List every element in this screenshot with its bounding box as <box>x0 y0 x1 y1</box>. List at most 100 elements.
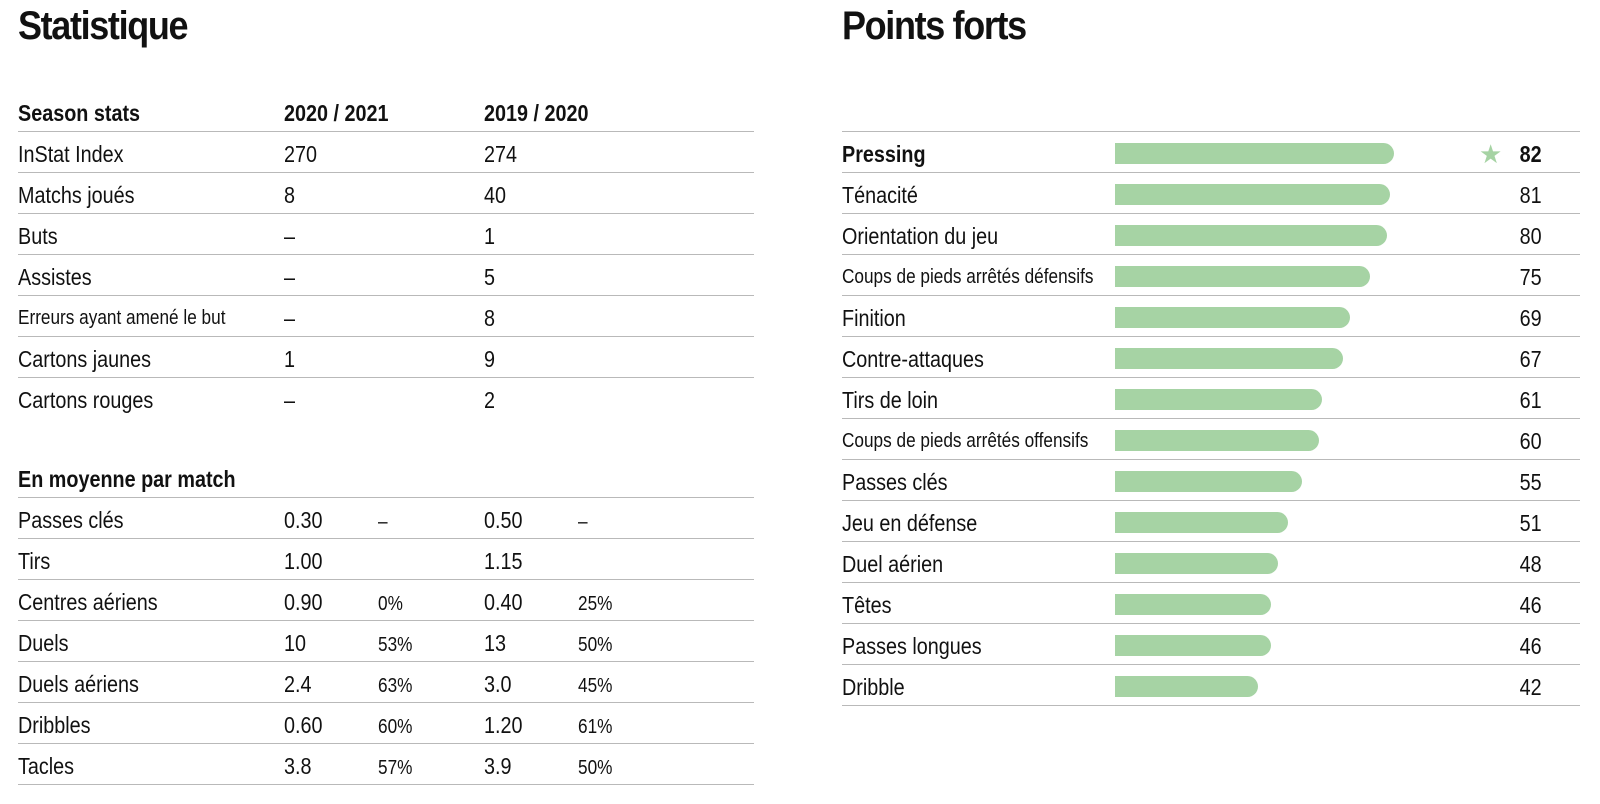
strength-value: 55 <box>1519 469 1542 495</box>
strength-label: Finition <box>842 305 906 331</box>
stat-value-2020-2021: 3.8 <box>284 753 312 779</box>
table-row: Matchs joués 8 40 <box>18 173 754 214</box>
stat-label: Cartons jaunes <box>18 346 152 372</box>
table-row: Passes clés 0.30 – 0.50 – <box>18 498 754 539</box>
stat-value-2020-2021: – <box>284 387 296 413</box>
strength-label: Passes longues <box>842 633 982 659</box>
strength-label: Contre-attaques <box>842 346 984 372</box>
stat-percent-2020-2021: 60% <box>378 716 413 738</box>
strength-value: 61 <box>1519 387 1542 413</box>
strength-value: 82 <box>1519 141 1542 167</box>
strength-row: Finition 69 <box>842 296 1580 337</box>
stat-value-2019-2020: 0.50 <box>484 507 523 533</box>
stat-value-2020-2021: 0.90 <box>284 589 323 615</box>
table-row: InStat Index 270 274 <box>18 132 754 173</box>
stat-label: Dribbles <box>18 712 91 738</box>
table-row: Buts – 1 <box>18 214 754 255</box>
season-stats-header-label: Season stats <box>18 100 141 126</box>
strength-value: 46 <box>1519 633 1542 659</box>
stat-value-2020-2021: 8 <box>284 182 296 208</box>
stat-value-2019-2020: 3.9 <box>484 753 512 779</box>
strength-bar <box>1115 553 1279 574</box>
season-2019-2020-header: 2019 / 2020 <box>484 100 589 126</box>
strength-value: 60 <box>1519 428 1542 454</box>
strength-row: Ténacité 81 <box>842 173 1580 214</box>
stat-label: Tacles <box>18 753 75 779</box>
strength-bar <box>1115 471 1302 492</box>
table-row: Duels 10 53% 13 50% <box>18 621 754 662</box>
strength-bar <box>1115 143 1394 164</box>
season-2020-2021-header: 2020 / 2021 <box>284 100 389 126</box>
stat-percent-2019-2020: 25% <box>578 593 613 615</box>
strength-value: 51 <box>1519 510 1542 536</box>
strength-label: Ténacité <box>842 182 918 208</box>
strength-row: Contre-attaques 67 <box>842 337 1580 378</box>
stat-value-2020-2021: 1 <box>284 346 296 372</box>
strength-bar <box>1115 184 1391 205</box>
stat-percent-2020-2021: 57% <box>378 757 413 779</box>
strength-row: Passes clés 55 <box>842 460 1580 501</box>
average-header-row: En moyenne par match <box>18 457 754 498</box>
season-stats-header-row: Season stats 2020 / 2021 2019 / 2020 <box>18 91 754 132</box>
stat-label: Cartons rouges <box>18 387 154 413</box>
stat-percent-2020-2021: 0% <box>378 593 403 615</box>
stat-label: InStat Index <box>18 141 124 167</box>
stat-label: Passes clés <box>18 507 124 533</box>
stat-value-2020-2021: – <box>284 223 296 249</box>
strength-label: Pressing <box>842 141 926 167</box>
stat-value-2019-2020: 8 <box>484 305 496 331</box>
stat-value-2019-2020: 274 <box>484 141 518 167</box>
strength-label: Coups de pieds arrêtés défensifs <box>842 266 1094 288</box>
strength-value: 67 <box>1519 346 1542 372</box>
strength-bar <box>1115 594 1272 615</box>
stat-percent-2020-2021: 63% <box>378 675 413 697</box>
strength-row: Tirs de loin 61 <box>842 378 1580 419</box>
strength-row: Pressing ★ 82 <box>842 132 1580 173</box>
table-row: Erreurs ayant amené le but – 8 <box>18 296 754 337</box>
stat-label: Assistes <box>18 264 92 290</box>
strength-label: Tirs de loin <box>842 387 939 413</box>
strength-bar <box>1115 307 1350 328</box>
strength-value: 42 <box>1519 674 1542 700</box>
strength-bar <box>1115 635 1272 656</box>
star-icon: ★ <box>1479 139 1503 169</box>
strength-bar <box>1115 676 1258 697</box>
stat-label: Tirs <box>18 548 51 574</box>
table-row: Tacles 3.8 57% 3.9 50% <box>18 744 754 785</box>
strength-bar <box>1115 225 1387 246</box>
stat-value-2020-2021: – <box>284 264 296 290</box>
stat-label: Erreurs ayant amené le but <box>18 307 226 329</box>
strength-bar <box>1115 430 1319 451</box>
strength-label: Passes clés <box>842 469 948 495</box>
stat-value-2019-2020: 3.0 <box>484 671 512 697</box>
stat-value-2020-2021: 270 <box>284 141 318 167</box>
strength-value: 48 <box>1519 551 1542 577</box>
stat-percent-2020-2021: 53% <box>378 634 413 656</box>
strength-value: 75 <box>1519 264 1542 290</box>
table-row: Cartons rouges – 2 <box>18 378 754 419</box>
strength-value: 81 <box>1519 182 1542 208</box>
stat-value-2019-2020: 13 <box>484 630 507 656</box>
strength-row: Passes longues 46 <box>842 624 1580 665</box>
stat-label: Buts <box>18 223 58 249</box>
table-row: Assistes – 5 <box>18 255 754 296</box>
strength-label: Duel aérien <box>842 551 944 577</box>
strength-row: Jeu en défense 51 <box>842 501 1580 542</box>
table-row: Dribbles 0.60 60% 1.20 61% <box>18 703 754 744</box>
strength-label: Dribble <box>842 674 905 700</box>
strength-row: Coups de pieds arrêtés offensifs 60 <box>842 419 1580 460</box>
statistique-title: Statistique <box>18 4 189 48</box>
stat-value-2019-2020: 0.40 <box>484 589 523 615</box>
strength-row: Duel aérien 48 <box>842 542 1580 583</box>
strength-bar <box>1115 266 1370 287</box>
stat-percent-2019-2020: 61% <box>578 716 613 738</box>
stat-value-2020-2021: – <box>284 305 296 331</box>
stat-value-2019-2020: 5 <box>484 264 496 290</box>
stat-label: Duels aériens <box>18 671 139 697</box>
stat-percent-2019-2020: 45% <box>578 675 613 697</box>
stat-label: Matchs joués <box>18 182 135 208</box>
stat-percent-2019-2020: – <box>578 511 588 533</box>
table-row: Duels aériens 2.4 63% 3.0 45% <box>18 662 754 703</box>
strength-bar <box>1115 348 1343 369</box>
stat-percent-2019-2020: 50% <box>578 757 613 779</box>
